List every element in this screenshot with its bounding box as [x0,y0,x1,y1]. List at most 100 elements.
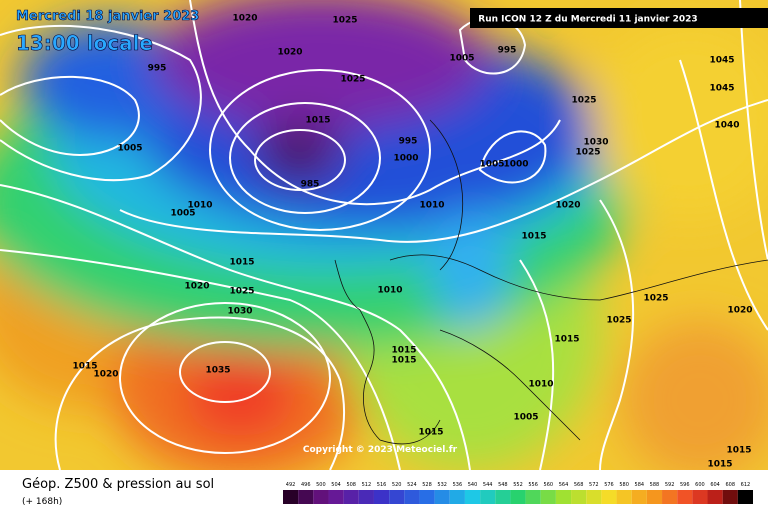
scale-label: 540 [468,482,478,488]
scale-label: 592 [665,482,675,488]
isobar-label: 1030 [227,307,252,317]
scale-label: 524 [407,482,417,488]
scale-label: 532 [437,482,447,488]
run-banner [470,8,768,28]
scale-swatch [449,490,465,504]
copyright: Copyright © 2023 Meteociel.fr [303,445,458,455]
scale-swatch [586,490,602,504]
scale-swatch [540,490,556,504]
isobar-label: 1020 [277,48,302,58]
isobar-label: 1010 [377,286,402,296]
isobar-label: 1000 [503,160,528,170]
scale-label: 560 [544,482,554,488]
isobar-label: 1005 [513,413,538,423]
isobar-label: 1015 [554,335,579,345]
scale-swatch [283,490,299,504]
scale-swatch [525,490,541,504]
scale-swatch [571,490,587,504]
scale-label: 528 [422,482,432,488]
scale-swatch [677,490,693,504]
scale-label: 536 [453,482,463,488]
isobar-label: 1045 [709,56,734,66]
scale-label: 548 [498,482,508,488]
isobar-label: 1015 [72,362,97,372]
map-background [0,0,768,480]
isobars [0,0,768,471]
isobar-label: 1025 [575,148,600,158]
color-scale: 492 496 500 504 508 512 516 520 524 528 532 536 540 5… [283,482,753,504]
scale-label: 596 [680,482,690,488]
scale-swatch [404,490,420,504]
forecast-time: 13:00 locale [16,31,153,55]
isobar-label: 1005 [479,160,504,170]
isobar-label: 1020 [93,370,118,380]
isobar-label: 1040 [714,121,739,131]
scale-swatch [495,490,511,504]
scale-swatch [692,490,708,504]
footer-title: Géop. Z500 & pression au sol [22,477,214,492]
scale-label: 492 [286,482,296,488]
scale-label: 608 [725,482,735,488]
isobar-label: 1025 [571,96,596,106]
isobar-label: 1025 [332,16,357,26]
scale-label: 612 [741,482,751,488]
isobar-label: 1005 [449,54,474,64]
isobar-label: 1015 [521,232,546,242]
isobar-label: 1015 [391,346,416,356]
isobar-label: 1020 [555,201,580,211]
scale-swatch [389,490,405,504]
isobar-label: 1025 [229,287,254,297]
scale-label: 576 [604,482,614,488]
scale-label: 588 [650,482,660,488]
scale-swatch [343,490,359,504]
isobar-label: 1025 [643,294,668,304]
isobar-label: 1030 [583,138,608,148]
scale-swatch [722,490,738,504]
scale-swatch [601,490,617,504]
isobar-label: 985 [301,180,320,190]
forecast-date: Mercredi 18 janvier 2023 [16,9,199,24]
scale-label: 552 [513,482,523,488]
isobar-label: 995 [498,46,517,56]
scale-label: 584 [635,482,645,488]
scale-label: 512 [362,482,372,488]
scale-swatch [328,490,344,504]
isobar-label: 1025 [340,75,365,85]
isobar-label: 1015 [707,460,732,470]
isobar-label: 1020 [184,282,209,292]
isobar-label: 1010 [528,380,553,390]
isobar-label: 1015 [229,258,254,268]
scale-swatch [313,490,329,504]
isobar-label: 1015 [726,446,751,456]
scale-label: 572 [589,482,599,488]
scale-swatch [358,490,374,504]
isobar-label: 1045 [709,84,734,94]
isobar-label: 1035 [205,366,230,376]
isobar-label: 995 [399,137,418,147]
scale-swatch [298,490,314,504]
isobar-label: 1005 [117,144,142,154]
scale-swatch [631,490,647,504]
scale-label: 520 [392,482,402,488]
scale-swatch [646,490,663,504]
footer-lead: (+ 168h) [22,497,62,507]
run-info: Run ICON 12 Z du Mercredi 11 janvier 202… [478,15,697,25]
isobar-label: 1010 [187,201,212,211]
isobar-label: 1015 [391,356,416,366]
isobar-label: 1010 [419,201,444,211]
scale-swatch [464,490,481,504]
scale-swatch [434,490,450,504]
scale-swatch [737,490,753,504]
scale-label: 556 [528,482,538,488]
scale-swatch [662,490,678,504]
isobar-label: 1025 [606,316,631,326]
isobar-label: 1015 [418,428,443,438]
scale-label: 516 [377,482,387,488]
scale-swatch [707,490,723,504]
scale-label: 600 [695,482,705,488]
isobar-label: 1020 [727,306,752,316]
scale-swatch [419,490,435,504]
isobar-label: 1015 [305,116,330,126]
isobar-label: 995 [148,64,167,74]
